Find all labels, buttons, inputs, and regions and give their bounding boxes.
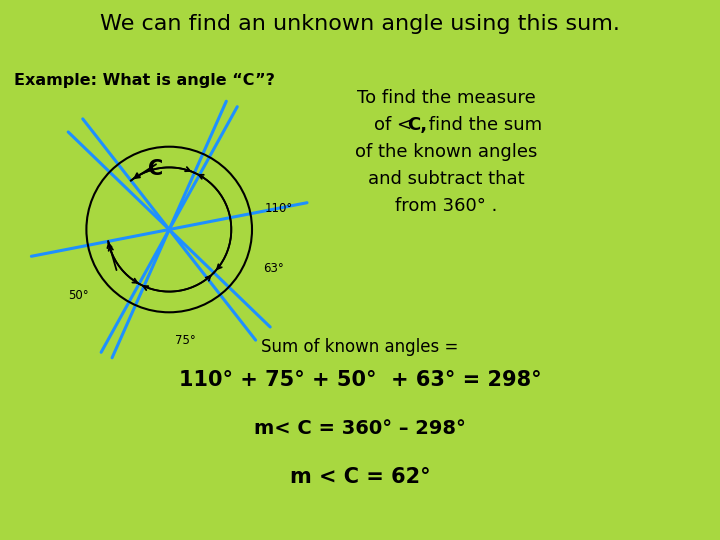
Text: 75°: 75°: [176, 334, 196, 347]
Text: from 360° .: from 360° .: [395, 197, 498, 215]
Text: We can find an unknown angle using this sum.: We can find an unknown angle using this …: [100, 14, 620, 33]
Text: C: C: [148, 159, 163, 179]
Text: of the known angles: of the known angles: [355, 143, 538, 161]
Text: m < C = 62°: m < C = 62°: [289, 467, 431, 487]
Text: 110° + 75° + 50°  + 63° = 298°: 110° + 75° + 50° + 63° = 298°: [179, 370, 541, 390]
Text: 110°: 110°: [265, 201, 293, 215]
Text: m< C = 360° – 298°: m< C = 360° – 298°: [254, 418, 466, 437]
Text: of <: of <: [374, 116, 418, 134]
Text: Example: What is angle “C”?: Example: What is angle “C”?: [14, 73, 275, 88]
Text: 50°: 50°: [68, 289, 89, 302]
Text: To find the measure: To find the measure: [357, 89, 536, 107]
Text: C,: C,: [407, 116, 427, 134]
Text: find the sum: find the sum: [423, 116, 542, 134]
Text: 63°: 63°: [264, 262, 284, 275]
Text: Sum of known angles =: Sum of known angles =: [261, 338, 459, 355]
Text: and subtract that: and subtract that: [368, 170, 525, 188]
